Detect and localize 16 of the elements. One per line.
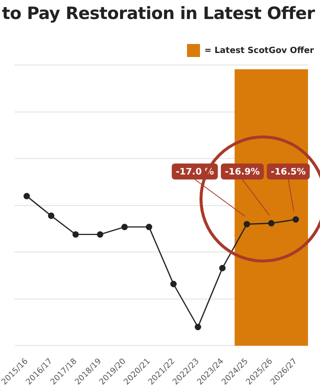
point [170, 280, 177, 288]
point [292, 216, 299, 223]
point [268, 220, 275, 226]
point [194, 324, 202, 330]
point [24, 192, 30, 200]
chart-title: to Pay Restoration in Latest Offer [2, 4, 315, 24]
point [146, 224, 152, 230]
point [121, 224, 128, 230]
point [96, 231, 104, 238]
data-label: -16.9% [224, 167, 260, 178]
data-label: -16.5% [270, 167, 306, 178]
point [244, 220, 250, 228]
point [48, 212, 54, 219]
point [72, 231, 79, 238]
point [219, 264, 226, 272]
legend-label: = Latest ScotGov Offer [204, 46, 314, 56]
